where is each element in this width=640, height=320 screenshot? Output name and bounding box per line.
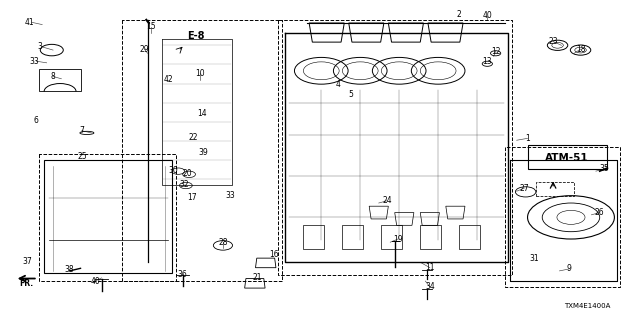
Text: 42: 42 [163, 75, 173, 84]
Text: E-8: E-8 [187, 31, 204, 41]
Text: 9: 9 [566, 264, 572, 274]
Text: 24: 24 [382, 196, 392, 205]
Text: 41: 41 [24, 18, 35, 27]
Text: 2: 2 [457, 10, 461, 19]
Bar [342, 225, 364, 249]
Text: 21: 21 [253, 273, 262, 282]
Text: 35: 35 [599, 164, 609, 173]
Text: 39: 39 [199, 148, 209, 157]
Text: 1: 1 [525, 134, 530, 143]
Text: 20: 20 [182, 169, 192, 178]
Text: 6: 6 [33, 116, 38, 125]
Text: 22: 22 [189, 132, 198, 141]
Text: 33: 33 [29, 57, 39, 66]
Text: 10: 10 [195, 69, 205, 78]
Text: 33: 33 [226, 191, 236, 200]
Text: 27: 27 [520, 184, 529, 193]
Bar [381, 225, 403, 249]
Text: 31: 31 [529, 254, 539, 263]
Text: 26: 26 [595, 208, 605, 217]
Text: ATM-51: ATM-51 [545, 153, 589, 163]
Text: 25: 25 [77, 152, 87, 161]
Text: FR.: FR. [19, 279, 33, 288]
Text: 12: 12 [491, 46, 500, 56]
Text: 28: 28 [218, 238, 228, 247]
Text: 30: 30 [168, 166, 178, 175]
Text: 32: 32 [180, 180, 189, 189]
Text: 3: 3 [38, 42, 43, 52]
Text: 11: 11 [425, 263, 435, 272]
Text: 38: 38 [65, 265, 74, 275]
Text: 18: 18 [576, 44, 586, 54]
Text: 15: 15 [146, 22, 156, 31]
Text: 34: 34 [425, 282, 435, 291]
Bar [420, 225, 442, 249]
Text: 17: 17 [188, 193, 197, 202]
Text: 16: 16 [269, 251, 279, 260]
Text: 5: 5 [348, 90, 353, 99]
Text: 40: 40 [90, 276, 100, 285]
Text: 13: 13 [483, 57, 492, 66]
Text: 7: 7 [79, 126, 84, 135]
Text: 40: 40 [483, 12, 492, 20]
Text: 23: 23 [548, 37, 558, 46]
Bar [459, 225, 480, 249]
Text: 19: 19 [393, 235, 403, 244]
Bar [303, 225, 324, 249]
Text: 8: 8 [51, 72, 56, 81]
Text: TXM4E1400A: TXM4E1400A [564, 303, 610, 309]
Text: 4: 4 [335, 80, 340, 89]
Text: 36: 36 [178, 269, 188, 279]
Text: 14: 14 [197, 109, 207, 118]
Text: 37: 37 [22, 257, 33, 266]
Text: 29: 29 [140, 44, 149, 54]
